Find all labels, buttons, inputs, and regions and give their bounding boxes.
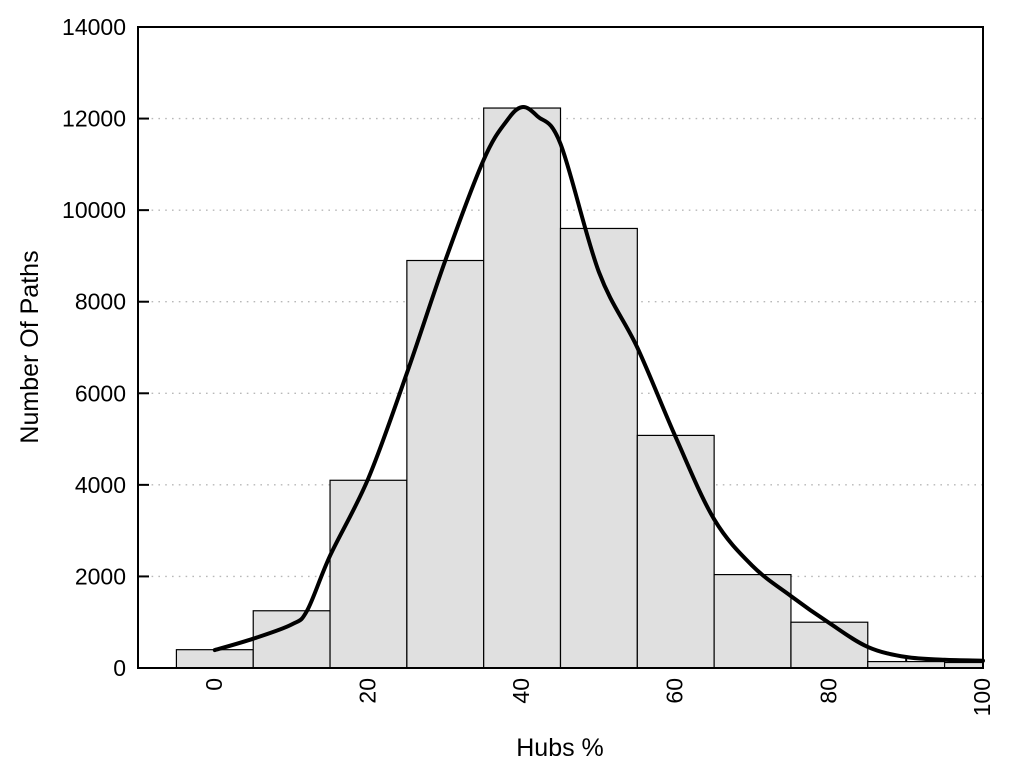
plot-area: 0 2000 4000 6000 8000 10000 12000 14000 0 20 40 60 8… [62,14,995,716]
y-tick-label: 8000 [75,289,126,315]
y-tick-label: 14000 [62,14,126,40]
histogram-bar [406,259,485,669]
x-tick-label: 60 [662,678,688,704]
histogram-bar [175,649,254,669]
y-axis-title: Number Of Paths [16,250,44,443]
x-tick-label: 20 [354,678,380,704]
x-tick-label: 80 [815,678,841,704]
y-tick-label: 6000 [75,380,126,406]
y-tick-label: 10000 [62,197,126,223]
histogram-bar [636,434,715,669]
histogram-bar [329,479,408,669]
x-tick-label: 100 [969,678,995,716]
density-curve [212,105,985,663]
y-tick-label: 2000 [75,563,126,589]
x-tick-label: 40 [508,678,534,704]
histogram-bar [790,621,869,669]
plot-border [137,26,984,669]
histogram-bar [559,227,638,669]
y-tick-label: 0 [113,655,126,681]
histogram-bar [252,610,331,669]
x-axis-title: Hubs % [516,734,604,762]
x-tick-label: 0 [201,678,227,691]
y-tick-label: 12000 [62,106,126,132]
y-tick-label: 4000 [75,472,126,498]
histogram-bar [483,107,562,669]
